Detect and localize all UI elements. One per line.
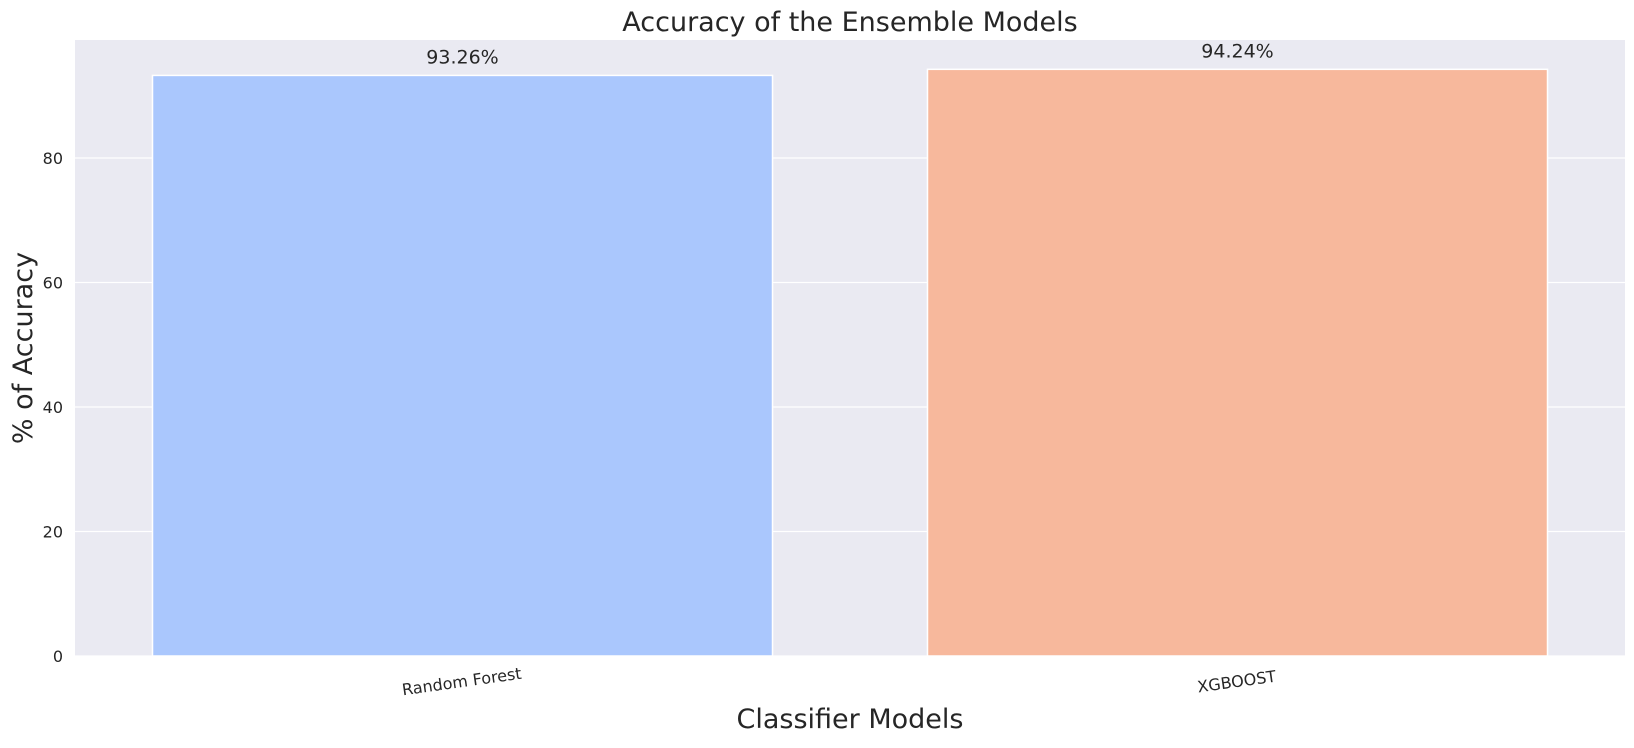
x-axis-ticks: Random Forest XGBOOST <box>401 664 1278 700</box>
y-tick-label: 40 <box>43 398 63 417</box>
y-axis-label: % of Accuracy <box>8 252 39 444</box>
x-tick-label: Random Forest <box>401 664 523 700</box>
chart-title: Accuracy of the Ensemble Models <box>622 7 1077 38</box>
bars <box>151 68 1549 657</box>
x-tick-label: XGBOOST <box>1196 667 1277 697</box>
bar <box>926 68 1549 657</box>
data-label: 93.26% <box>426 46 498 68</box>
y-tick-label: 20 <box>43 522 63 541</box>
y-tick-label: 60 <box>43 273 63 292</box>
data-labels: 93.26% 94.24% <box>426 40 1273 68</box>
y-axis-ticks: 0 20 40 60 80 <box>43 149 63 666</box>
y-tick-label: 80 <box>43 149 63 168</box>
x-axis-label: Classifier Models <box>737 704 964 735</box>
y-tick-label: 0 <box>53 647 63 666</box>
data-label: 94.24% <box>1201 40 1273 62</box>
bar <box>151 74 774 657</box>
